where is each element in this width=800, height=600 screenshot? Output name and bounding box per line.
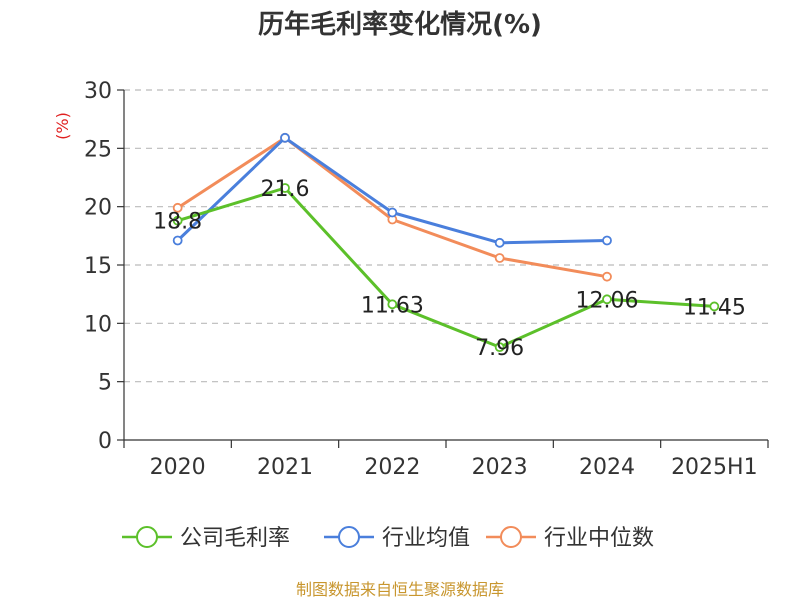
chart-title: 历年毛利率变化情况(%): [258, 9, 542, 40]
x-axis-ticks: 2020 2021 2022 2023 2024 2025H1: [123, 440, 769, 480]
y-tick-label: 15: [84, 254, 112, 279]
data-point[interactable]: [602, 271, 612, 282]
x-tick-label: 2021: [257, 455, 313, 480]
y-tick-label: 5: [98, 371, 112, 396]
data-point[interactable]: [602, 294, 612, 305]
y-tick-label: 30: [84, 79, 112, 104]
legend-item[interactable]: 行业均值: [324, 526, 470, 551]
x-tick-label: 2024: [579, 455, 635, 480]
data-point[interactable]: [280, 183, 290, 193]
data-point[interactable]: [387, 299, 398, 310]
data-labels: 18.8 21.6 11.63 7.96 12.06 11.45: [153, 177, 746, 361]
y-axis-unit: (%): [53, 112, 72, 140]
data-point[interactable]: [280, 132, 290, 143]
legend-marker: [338, 526, 360, 548]
data-point[interactable]: [172, 235, 183, 246]
legend-label: 公司毛利率: [180, 526, 290, 551]
legend-marker: [500, 526, 522, 548]
x-tick-label: 2025H1: [671, 455, 758, 480]
data-point[interactable]: [494, 253, 505, 263]
data-label: 12.06: [576, 288, 639, 313]
data-point[interactable]: [172, 202, 183, 213]
data-point[interactable]: [494, 237, 505, 248]
grid-lines: [124, 89, 768, 383]
data-point[interactable]: [172, 215, 183, 226]
y-tick-label: 10: [84, 312, 112, 337]
data-label: 18.8: [153, 210, 202, 235]
legend-item[interactable]: 行业中位数: [486, 526, 654, 551]
legend-label: 行业均值: [382, 526, 470, 551]
y-axis-ticks: 0 5 10 15 20 25 30: [84, 79, 124, 454]
data-label: 11.63: [361, 293, 424, 318]
data-label: 21.6: [261, 177, 310, 202]
legend-marker: [136, 526, 158, 548]
series-line: [177, 186, 715, 349]
data-point[interactable]: [387, 207, 398, 218]
series-layer: [172, 132, 720, 353]
source-note: 制图数据来自恒生聚源数据库: [296, 580, 504, 599]
x-tick-label: 2020: [150, 455, 206, 480]
data-point[interactable]: [709, 301, 720, 312]
data-point[interactable]: [602, 235, 612, 246]
legend-item[interactable]: 公司毛利率: [122, 526, 290, 551]
data-label: 11.45: [683, 295, 746, 320]
x-tick-label: 2023: [472, 455, 528, 480]
data-label: 7.96: [475, 336, 524, 361]
y-tick-label: 0: [98, 429, 112, 454]
legend[interactable]: 公司毛利率 行业均值 行业中位数: [122, 526, 654, 551]
x-tick-label: 2022: [364, 455, 420, 480]
legend-label: 行业中位数: [544, 526, 654, 551]
series-line: [176, 136, 608, 245]
y-tick-label: 25: [84, 137, 112, 162]
data-point[interactable]: [494, 342, 505, 353]
y-tick-label: 20: [84, 196, 112, 221]
